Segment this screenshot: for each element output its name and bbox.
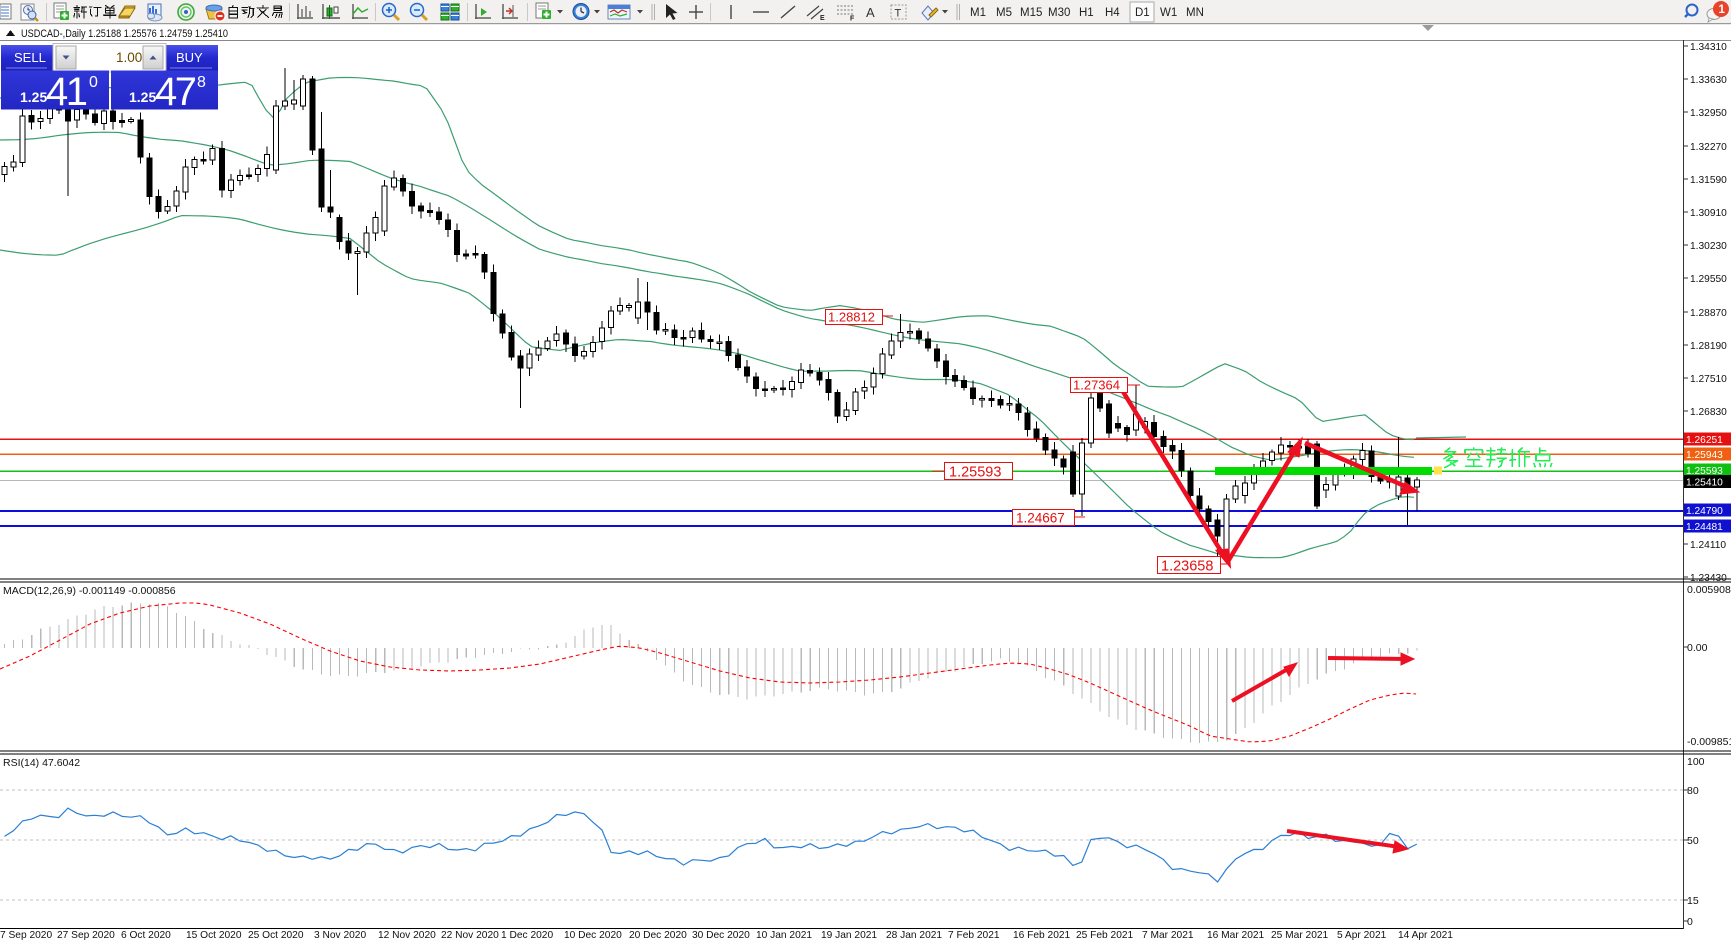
svg-text:3 Nov 2020: 3 Nov 2020 (314, 930, 366, 940)
svg-text:25 Oct 2020: 25 Oct 2020 (248, 930, 304, 940)
svg-text:19 Jan 2021: 19 Jan 2021 (821, 930, 877, 940)
svg-text:1.00: 1.00 (116, 50, 142, 65)
svg-text:M15: M15 (1020, 7, 1042, 19)
svg-text:1.27510: 1.27510 (1690, 374, 1727, 385)
svg-text:25 Feb 2021: 25 Feb 2021 (1076, 930, 1134, 940)
svg-text:47: 47 (155, 70, 196, 114)
svg-text:30 Dec 2020: 30 Dec 2020 (692, 930, 750, 940)
svg-text:16 Mar 2021: 16 Mar 2021 (1207, 930, 1265, 940)
svg-text:1.32270: 1.32270 (1690, 142, 1727, 153)
svg-text:1.25410: 1.25410 (1686, 477, 1723, 488)
svg-text:E: E (820, 15, 825, 22)
svg-text:1.23430: 1.23430 (1690, 573, 1727, 584)
svg-text:100: 100 (1687, 756, 1705, 768)
svg-text:H4: H4 (1105, 7, 1120, 19)
svg-text:1.29550: 1.29550 (1690, 274, 1727, 285)
svg-text:USDCAD-,Daily 1.25188 1.25576: USDCAD-,Daily 1.25188 1.25576 1.24759 1.… (21, 28, 228, 40)
svg-text:1.26830: 1.26830 (1690, 407, 1727, 418)
svg-text:MACD(12,26,9) -0.001149 -0.000: MACD(12,26,9) -0.001149 -0.000856 (3, 585, 176, 597)
svg-text:1.28190: 1.28190 (1690, 341, 1727, 352)
svg-text:1.32950: 1.32950 (1690, 108, 1727, 119)
svg-text:15: 15 (1687, 895, 1699, 907)
svg-text:5 Apr 2021: 5 Apr 2021 (1337, 930, 1387, 940)
svg-text:1.30910: 1.30910 (1690, 208, 1727, 219)
svg-text:0: 0 (1687, 916, 1693, 928)
svg-text:80: 80 (1687, 785, 1699, 797)
svg-text:M5: M5 (996, 7, 1012, 19)
svg-text:1 Dec 2020: 1 Dec 2020 (501, 930, 553, 940)
svg-text:-0.009851: -0.009851 (1687, 736, 1731, 748)
svg-text:D1: D1 (1135, 7, 1150, 19)
svg-text:12 Nov 2020: 12 Nov 2020 (378, 930, 436, 940)
svg-text:1.25593: 1.25593 (1686, 466, 1723, 477)
svg-text:41: 41 (46, 70, 87, 114)
svg-text:A: A (866, 5, 875, 20)
svg-text:M30: M30 (1048, 7, 1070, 19)
svg-text:1.27364: 1.27364 (1073, 378, 1120, 393)
svg-text:1.26251: 1.26251 (1686, 435, 1723, 446)
svg-text:1.28870: 1.28870 (1690, 308, 1727, 319)
svg-text:BUY: BUY (176, 50, 203, 65)
svg-text:T: T (895, 8, 902, 20)
svg-text:1.24790: 1.24790 (1686, 506, 1723, 517)
svg-text:MN: MN (1186, 7, 1204, 19)
svg-text:25 Mar 2021: 25 Mar 2021 (1271, 930, 1329, 940)
svg-text:1: 1 (1719, 4, 1726, 16)
svg-text:1.25593: 1.25593 (949, 465, 1001, 481)
svg-text:6 Oct 2020: 6 Oct 2020 (121, 930, 171, 940)
svg-text:1.28812: 1.28812 (828, 310, 875, 325)
svg-text:20 Dec 2020: 20 Dec 2020 (629, 930, 687, 940)
svg-text:10 Jan 2021: 10 Jan 2021 (756, 930, 812, 940)
svg-text:7 Mar 2021: 7 Mar 2021 (1142, 930, 1194, 940)
svg-text:1.23658: 1.23658 (1161, 559, 1213, 575)
svg-text:1.30230: 1.30230 (1690, 241, 1727, 252)
svg-text:1.24110: 1.24110 (1690, 540, 1726, 551)
svg-text:1.31590: 1.31590 (1690, 175, 1727, 186)
svg-text:0.005908: 0.005908 (1687, 584, 1731, 596)
svg-text:22 Nov 2020: 22 Nov 2020 (441, 930, 499, 940)
svg-text:SELL: SELL (14, 50, 46, 65)
svg-text:16 Feb 2021: 16 Feb 2021 (1013, 930, 1071, 940)
svg-text:15 Oct 2020: 15 Oct 2020 (186, 930, 242, 940)
svg-text:1.25: 1.25 (129, 89, 156, 105)
svg-text:8: 8 (197, 74, 206, 91)
svg-text:1.24667: 1.24667 (1016, 511, 1065, 526)
svg-text:27 Sep 2020: 27 Sep 2020 (57, 930, 115, 940)
svg-text:10 Dec 2020: 10 Dec 2020 (564, 930, 622, 940)
svg-text:F: F (850, 16, 855, 23)
svg-text:50: 50 (1687, 835, 1699, 847)
svg-text:M1: M1 (970, 7, 986, 19)
svg-text:1.24481: 1.24481 (1686, 522, 1723, 533)
svg-text:0: 0 (89, 74, 98, 91)
svg-text:1.25: 1.25 (20, 89, 47, 105)
svg-text:W1: W1 (1160, 7, 1177, 19)
svg-text:H1: H1 (1079, 7, 1094, 19)
svg-text:0.00: 0.00 (1687, 642, 1708, 654)
svg-text:1.25943: 1.25943 (1686, 450, 1723, 461)
svg-text:7 Sep 2020: 7 Sep 2020 (0, 930, 52, 940)
svg-text:RSI(14) 47.6042: RSI(14) 47.6042 (3, 757, 80, 769)
svg-text:1.33630: 1.33630 (1690, 75, 1727, 86)
svg-text:28 Jan 2021: 28 Jan 2021 (886, 930, 942, 940)
svg-text:7 Feb 2021: 7 Feb 2021 (948, 930, 1000, 940)
svg-text:1.34310: 1.34310 (1690, 42, 1727, 53)
svg-text:14 Apr 2021: 14 Apr 2021 (1398, 930, 1453, 940)
